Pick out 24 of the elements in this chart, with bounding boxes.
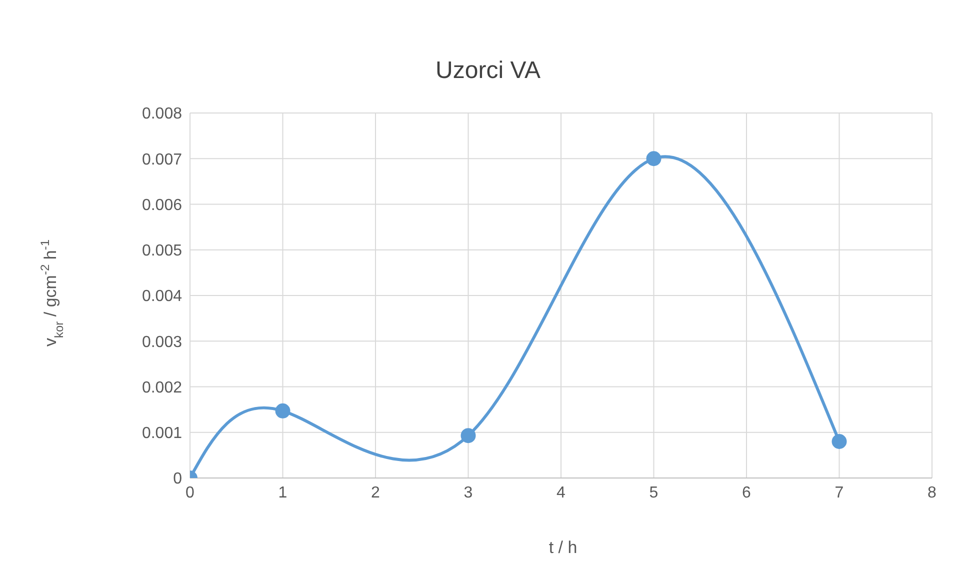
point: [275, 403, 290, 418]
y-tick-label: 0.003: [142, 334, 182, 351]
x-tick-label: 6: [742, 484, 752, 502]
y-tick-label: 0.007: [142, 151, 182, 168]
y-tick-label: 0: [173, 470, 182, 488]
y-tick-label: 0.008: [142, 106, 182, 123]
x-tick-label: 3: [464, 484, 473, 502]
y-tick-label: 0.006: [142, 196, 182, 214]
point: [832, 434, 847, 449]
y-tick-label: 0.001: [142, 425, 182, 442]
y-tick-label: 0.002: [142, 379, 182, 396]
point: [646, 151, 662, 166]
x-tick-label: 8: [928, 484, 937, 502]
y-tick-label: 0.004: [142, 288, 182, 306]
y-tick-label: 0.005: [142, 242, 182, 260]
x-tick-label: 0: [186, 484, 195, 502]
chart-title: Uzorci VA: [436, 57, 540, 84]
x-tick-label: 2: [371, 484, 380, 502]
point: [460, 428, 476, 444]
x-tick-label: 5: [649, 484, 658, 502]
x-tick-label: 4: [556, 484, 566, 502]
x-axis-title: t / h: [548, 538, 578, 557]
x-tick-label: 1: [278, 484, 288, 502]
x-tick-label: 7: [834, 484, 844, 502]
